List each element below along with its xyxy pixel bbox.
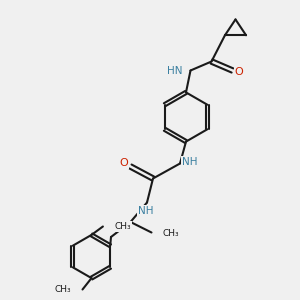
Text: CH₃: CH₃ (114, 222, 131, 231)
Text: CH₃: CH₃ (163, 230, 179, 238)
Text: HN: HN (167, 65, 182, 76)
Text: NH: NH (182, 157, 197, 167)
Text: NH: NH (138, 206, 153, 216)
Text: CH₃: CH₃ (55, 285, 71, 294)
Text: O: O (119, 158, 128, 169)
Text: O: O (235, 67, 244, 77)
